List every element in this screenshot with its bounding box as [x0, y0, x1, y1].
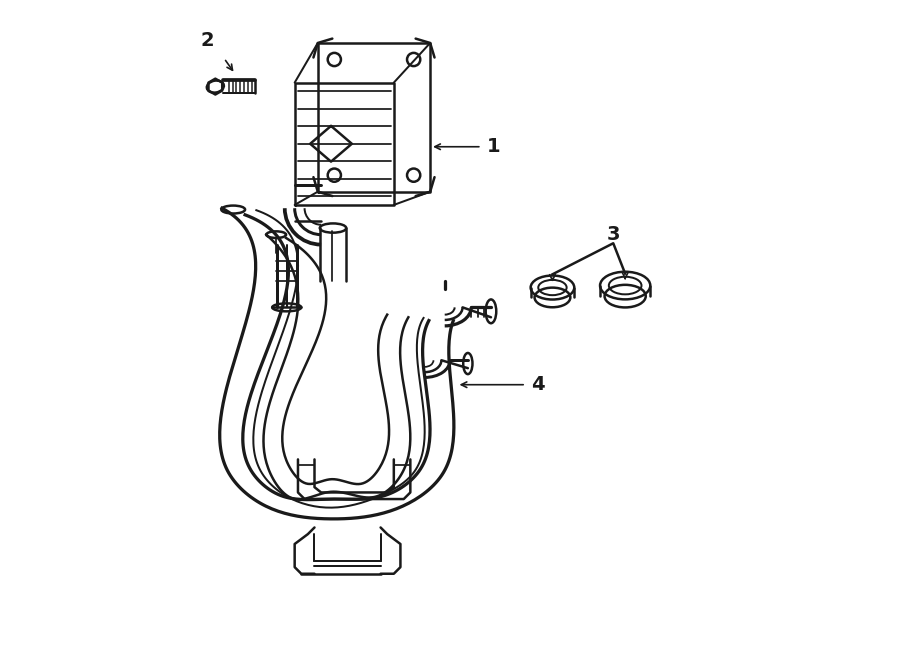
Text: 4: 4	[531, 375, 544, 394]
Text: 3: 3	[607, 225, 620, 244]
Text: 1: 1	[486, 137, 500, 156]
Text: 2: 2	[201, 32, 214, 50]
